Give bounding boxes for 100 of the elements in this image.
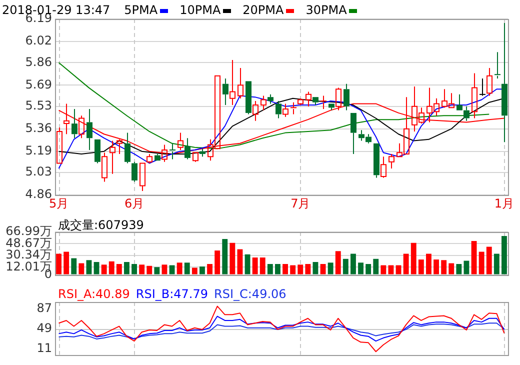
bar [305,264,311,274]
y-tick-label: 66.99万 [6,224,52,238]
bar [434,259,439,274]
y-tick-label: 5.86 [25,54,52,69]
candlestick [200,148,206,158]
candlestick [86,108,92,151]
y-tick-label: 5.19 [25,143,52,158]
y-tick-label: 30.34万 [6,248,52,262]
bar [101,264,107,274]
bar [184,262,190,274]
candlestick [312,97,318,106]
candlestick [72,108,78,139]
bar [298,264,304,274]
legend-label: 30PMA [306,3,348,17]
bar [207,264,212,274]
bar [116,264,122,274]
bar [146,266,152,274]
candlestick [110,140,116,174]
bar [410,242,416,274]
candlestick [154,153,160,161]
candlestick [320,95,327,110]
bar [71,258,77,274]
legend-label: 20PMA [242,3,285,17]
bar [312,262,318,274]
candlestick [328,104,334,111]
bar [396,265,402,274]
x-tick-label: 6月 [124,196,144,210]
bar [78,263,84,274]
bar [328,262,334,274]
bar [124,262,130,274]
bar [192,268,198,274]
bar [169,265,175,274]
bar [176,262,182,274]
series-label: RSI_C:49.06 [214,287,286,301]
bar [162,264,168,274]
y-tick-label: 6.02 [25,34,52,48]
candlestick [494,52,501,80]
bar [366,264,372,274]
bar [200,266,205,274]
bar [426,254,432,274]
bar [464,260,470,274]
candlestick [230,60,236,106]
y-tick-label: 5.69 [25,77,52,92]
bar [448,263,454,274]
legend-label: 5PMA [124,3,159,17]
candlestick [252,100,258,122]
bar [244,254,250,274]
candlestick [246,81,252,115]
y-tick-label: 49 [36,321,52,336]
bar [456,264,462,274]
bar [486,246,492,274]
y-tick-label: 5.36 [25,120,52,135]
y-tick-label: 48.67万 [6,236,52,250]
bar [388,265,394,274]
y-tick-label: 5.53 [25,98,52,112]
series-label: RSI_B:47.79 [136,287,208,301]
bar [230,242,236,274]
x-tick-label: 7月 [290,196,310,210]
bar [214,250,220,274]
candlestick [268,94,274,104]
candlestick [486,67,492,96]
bar [335,251,341,274]
bar [86,260,92,274]
bar [320,264,326,274]
bar [252,258,258,274]
candlestick [184,138,190,160]
candlestick [306,91,312,107]
y-tick-label: 87 [36,300,52,315]
bar [441,260,447,274]
bar [108,261,114,274]
candlestick [238,67,244,99]
bar [418,259,424,274]
candlestick [456,94,462,110]
y-tick-label: 5.03 [25,164,52,179]
bar [373,258,379,274]
chart-title: 成交量:607939 [58,218,144,232]
bar [132,264,137,274]
candlestick [344,83,350,111]
candlestick [132,161,138,182]
candlestick [388,153,394,170]
candlestick [290,102,297,115]
bar [275,264,280,274]
bar [342,258,348,274]
bar [260,258,266,274]
y-tick-label: 11 [36,341,52,356]
candlestick [374,143,380,178]
x-tick-label: 1月 [494,196,514,210]
candlestick [124,132,130,164]
bar [282,264,288,274]
bar [502,236,507,274]
candlestick [472,72,478,119]
bar [380,265,386,274]
bar [64,252,70,274]
candlestick [140,162,146,192]
candlestick [276,100,282,119]
bar [494,254,500,274]
bar [154,267,160,274]
bar [478,252,484,274]
bar [94,262,100,274]
candlestick [169,142,176,160]
